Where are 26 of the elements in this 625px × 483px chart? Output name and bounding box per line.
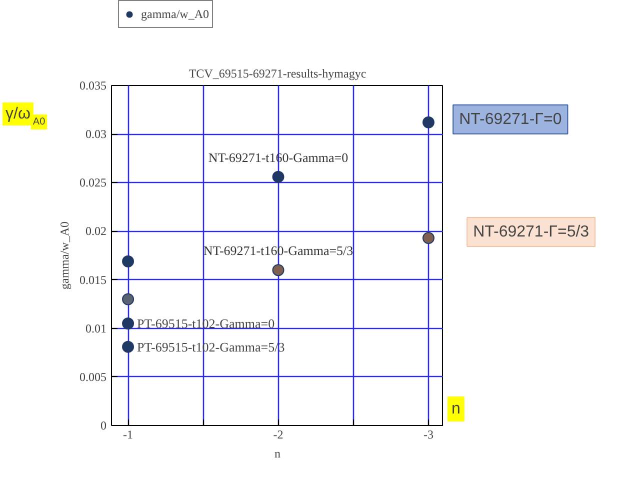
x-tick-label: -3 bbox=[423, 428, 434, 442]
point bbox=[122, 318, 134, 330]
annotation: NT-69271-Γ=0 bbox=[459, 110, 562, 128]
y-axis-title: gamma/w_A0 bbox=[58, 221, 72, 290]
y-tick-label: 0.02 bbox=[86, 224, 106, 238]
point bbox=[122, 340, 134, 353]
x-tick-label: -2 bbox=[273, 428, 284, 442]
y-tick-label: 0.035 bbox=[80, 78, 106, 92]
x-axis-title: n bbox=[274, 446, 280, 460]
point bbox=[272, 170, 284, 183]
legend-label: gamma/w_A0 bbox=[141, 6, 209, 22]
point bbox=[422, 116, 434, 128]
y-tick-label: 0.03 bbox=[86, 127, 106, 142]
point bbox=[422, 232, 434, 244]
point bbox=[122, 293, 134, 306]
y-tick-label: 0.005 bbox=[80, 370, 106, 384]
point bbox=[122, 255, 134, 268]
point bbox=[272, 264, 284, 276]
text: n bbox=[452, 400, 460, 418]
y-tick-label: 0.015 bbox=[80, 272, 106, 287]
y-tick-label: 0 bbox=[100, 418, 106, 432]
y-tick-label: 0.01 bbox=[86, 321, 106, 336]
annotation: NT-69271-Γ=5/3 bbox=[473, 224, 590, 241]
y-tick-label: 0.025 bbox=[80, 176, 106, 190]
chart-title: TCV_69515-69271-results-hymagyc bbox=[188, 66, 366, 80]
x-tick-label: -1 bbox=[123, 428, 134, 442]
